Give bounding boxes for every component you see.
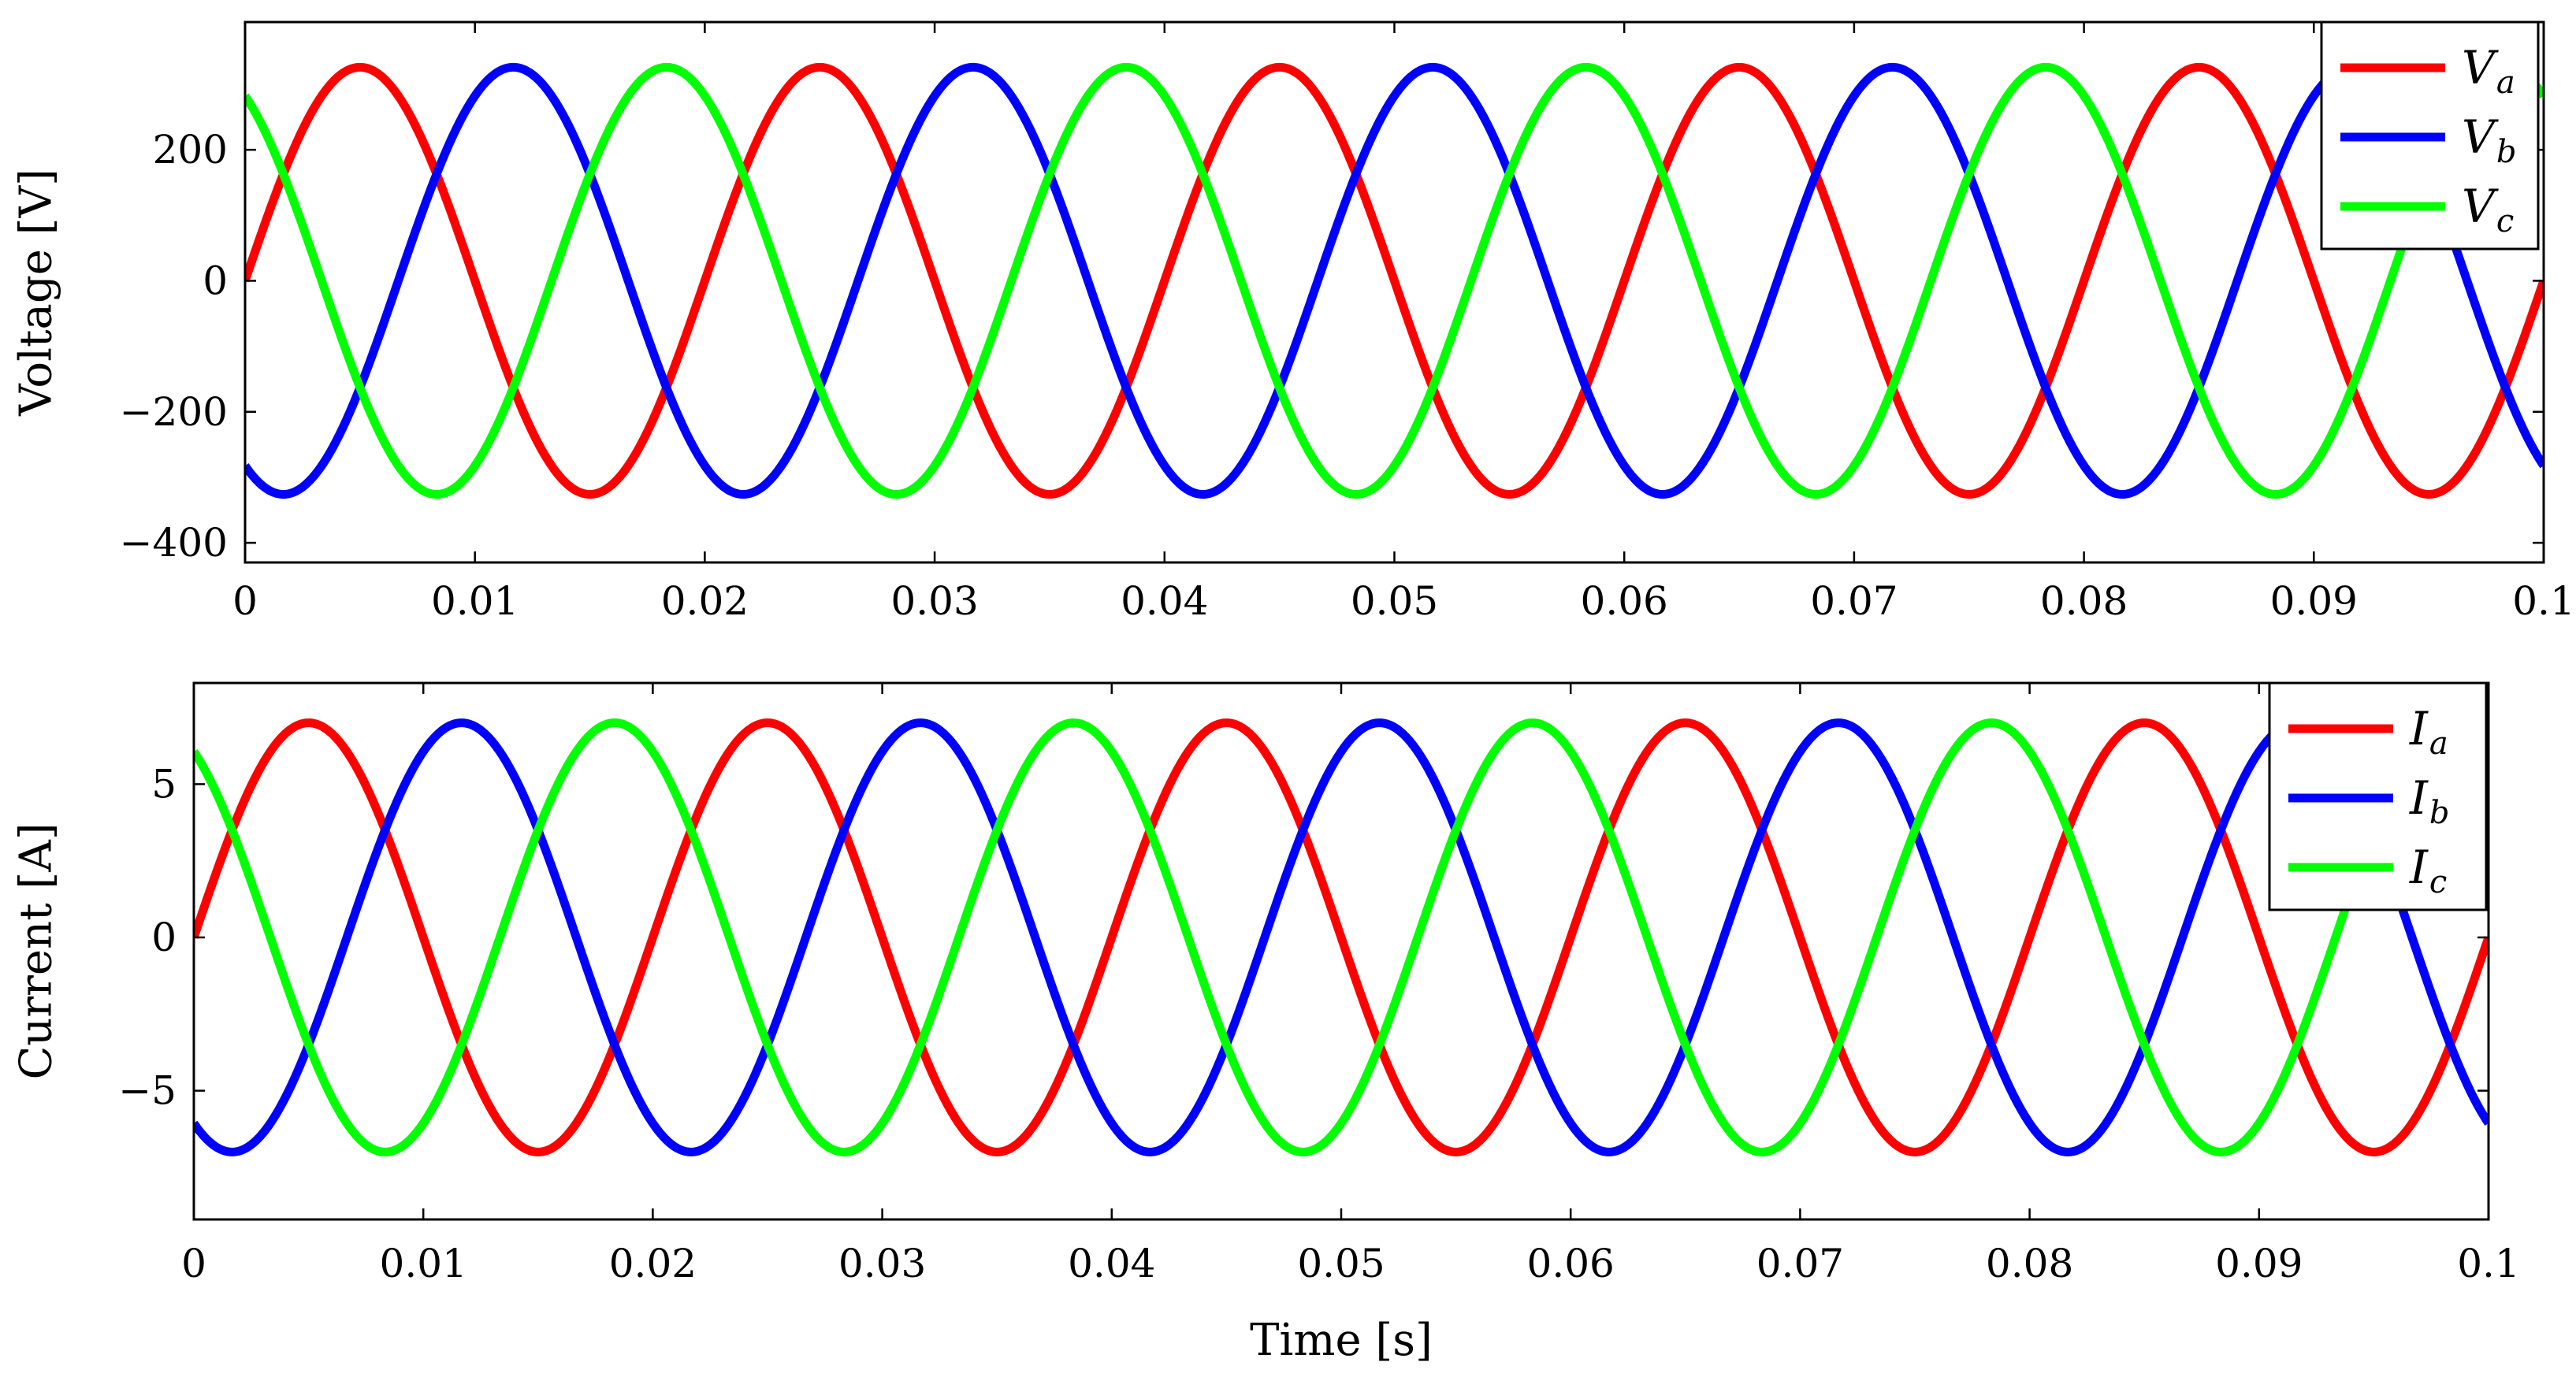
current-x-tick-label: 0.09 xyxy=(2215,1241,2303,1286)
voltage-y-tick-label: 0 xyxy=(203,258,228,303)
current-x-tick-label: 0.01 xyxy=(380,1241,467,1286)
voltage-y-axis-label: Voltage [V] xyxy=(11,169,62,417)
current-x-tick-label: 0.02 xyxy=(609,1241,697,1286)
current-legend: Ia Ib Ic xyxy=(2268,681,2488,911)
current-y-tick-label: 5 xyxy=(151,761,177,807)
current-x-tick-label: 0 xyxy=(181,1241,206,1286)
voltage-legend-label-Vb: Vb xyxy=(2462,110,2517,170)
voltage-x-tick-label: 0.02 xyxy=(661,578,749,624)
current-legend-label-Ib: Ib xyxy=(2409,771,2450,831)
voltage-x-tick-label: 0.1 xyxy=(2512,578,2575,624)
current-x-tick-label: 0.07 xyxy=(1756,1241,1844,1286)
voltage-series-Va xyxy=(245,62,2544,499)
voltage-x-tick-label: 0.09 xyxy=(2270,578,2358,624)
voltage-legend-label-Vc: Vc xyxy=(2462,180,2514,239)
voltage-x-tick-label: 0.04 xyxy=(1121,578,1208,624)
voltage-legend-label-Va: Va xyxy=(2462,41,2515,101)
current-legend-label-Ic: Ic xyxy=(2409,841,2447,900)
current-series-Ic xyxy=(194,718,2489,1156)
current-x-tick-label: 0.03 xyxy=(838,1241,926,1286)
current-legend-label-Ia: Ia xyxy=(2409,702,2448,762)
voltage-series-Vc xyxy=(245,62,2544,499)
voltage-x-tick-label: 0.07 xyxy=(1810,578,1898,624)
voltage-legend: Va Vb Vc xyxy=(2320,20,2540,251)
voltage-x-tick-label: 0.06 xyxy=(1581,578,1668,624)
voltage-x-tick-label: 0.01 xyxy=(431,578,519,624)
voltage-x-tick-label: 0 xyxy=(232,578,258,624)
current-x-axis-label: Time [s] xyxy=(1250,1315,1433,1366)
current-y-tick-label: −5 xyxy=(118,1068,177,1114)
current-plot-frame xyxy=(192,681,2490,1221)
voltage-x-tick-label: 0.03 xyxy=(890,578,978,624)
current-x-tick-label: 0.1 xyxy=(2457,1241,2520,1286)
voltage-series-Vb xyxy=(245,62,2544,499)
current-y-axis-label: Current [A] xyxy=(11,822,62,1079)
voltage-x-tick-label: 0.08 xyxy=(2040,578,2128,624)
current-chart: 0 0.01 0.02 0.03 0.04 0.05 0.06 0.07 0.08 0.09 0.1… xyxy=(11,681,2520,1366)
current-x-tick-label: 0.06 xyxy=(1527,1241,1615,1286)
current-series-Ib xyxy=(194,718,2489,1156)
voltage-y-tick-label: −200 xyxy=(120,389,228,435)
voltage-y-tick-label: −400 xyxy=(120,520,228,566)
current-y-tick-label: 0 xyxy=(151,915,177,960)
current-x-tick-label: 0.05 xyxy=(1297,1241,1385,1286)
voltage-chart: 0 0.01 0.02 0.03 0.04 0.05 0.06 0.07 0.08 0.09 0.1… xyxy=(11,20,2575,624)
voltage-x-tick-label: 0.05 xyxy=(1351,578,1438,624)
voltage-y-tick-label: 200 xyxy=(153,127,228,173)
current-series-Ia xyxy=(194,718,2489,1156)
current-x-tick-label: 0.08 xyxy=(1986,1241,2073,1286)
current-x-tick-label: 0.04 xyxy=(1068,1241,1155,1286)
